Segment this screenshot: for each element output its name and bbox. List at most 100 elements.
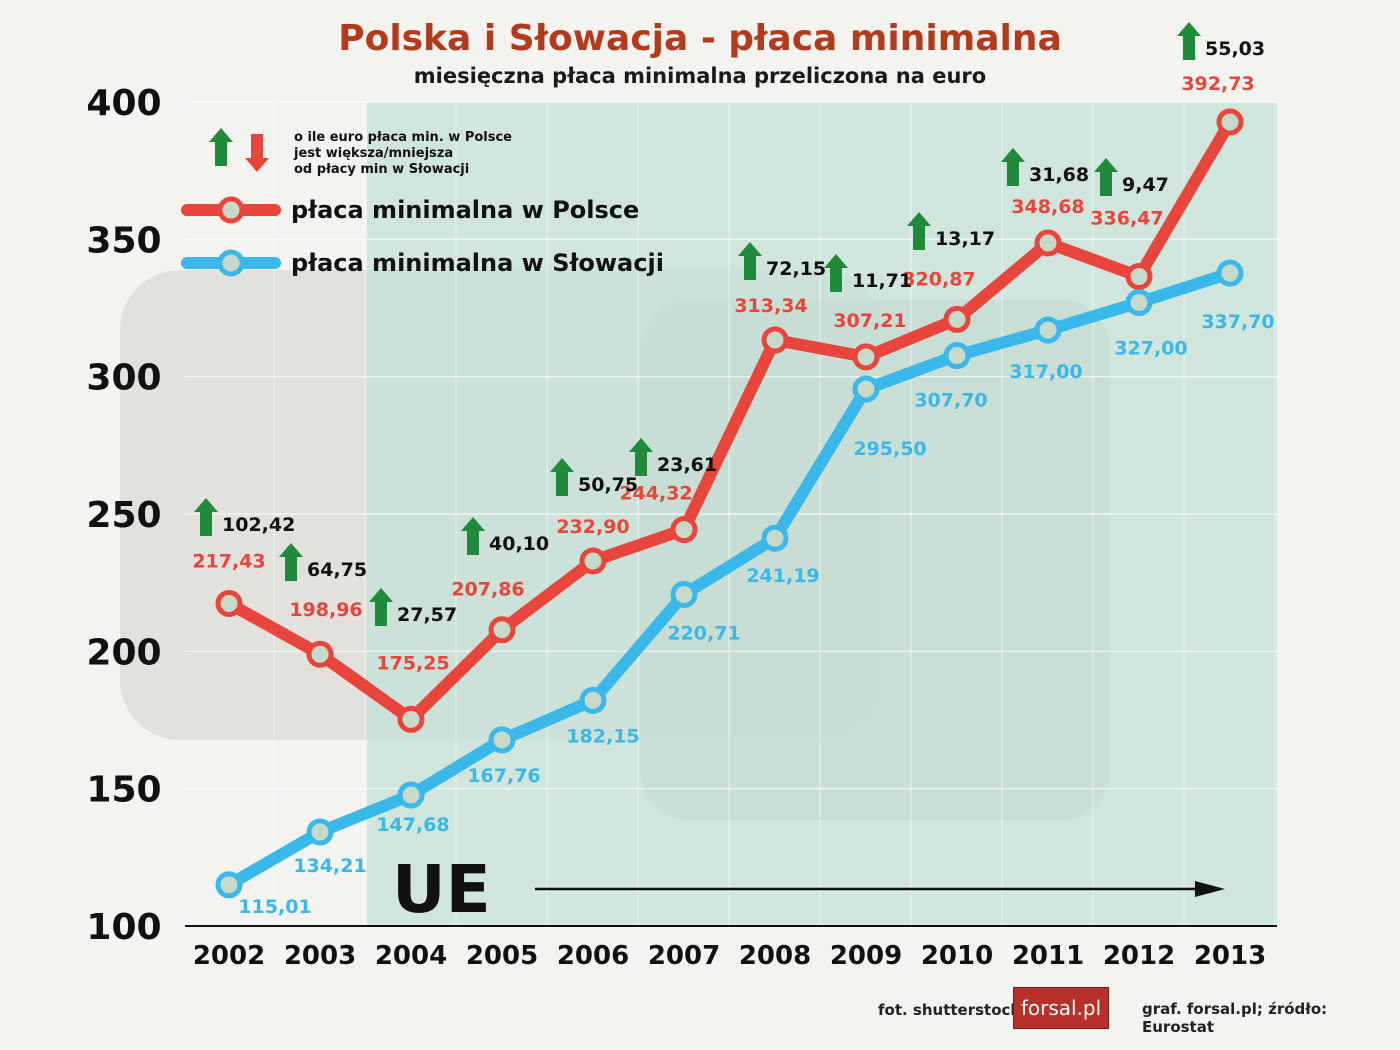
y-tick-label: 250 — [86, 495, 161, 536]
y-tick-label: 200 — [86, 632, 161, 673]
series-poland-point — [215, 589, 243, 617]
poland-value-label: 320,87 — [902, 268, 975, 290]
slovakia-value-label: 241,19 — [746, 565, 819, 587]
series-slovakia-legend-marker — [217, 249, 245, 277]
poland-value-label: 244,32 — [619, 483, 692, 505]
arrow-up-icon — [461, 517, 485, 555]
difference-label: 27,57 — [397, 604, 457, 626]
series-slovakia-legend-label: płaca minimalna w Słowacji — [291, 249, 664, 277]
x-tick-label: 2006 — [557, 941, 629, 971]
series-poland-point — [852, 343, 880, 371]
series-poland-point — [488, 616, 516, 644]
poland-value-label: 336,47 — [1090, 207, 1163, 229]
x-tick-label: 2013 — [1194, 941, 1266, 971]
poland-value-label: 313,34 — [734, 295, 807, 317]
x-tick-label: 2011 — [1012, 941, 1084, 971]
y-tick-label: 350 — [86, 220, 161, 261]
chart-subtitle: miesięczna płaca minimalna przeliczona n… — [413, 64, 987, 88]
series-slovakia-point — [670, 580, 698, 608]
slovakia-value-label: 220,71 — [667, 622, 740, 644]
y-tick-label: 400 — [86, 83, 161, 124]
difference-label: 9,47 — [1122, 174, 1169, 196]
x-tick-label: 2008 — [739, 941, 811, 971]
x-tick-label: 2010 — [921, 941, 993, 971]
y-tick-label: 150 — [86, 770, 161, 811]
series-poland-legend-marker — [217, 196, 245, 224]
arrow-up-icon — [1177, 22, 1201, 60]
difference-label: 102,42 — [222, 514, 295, 536]
series-poland-point — [579, 547, 607, 575]
slovakia-value-label: 167,76 — [467, 765, 540, 787]
poland-value-label: 392,73 — [1181, 73, 1254, 95]
series-slovakia-line — [223, 267, 1236, 891]
series-slovakia-point — [852, 375, 880, 403]
series-poland-point — [1034, 229, 1062, 257]
legend-note-line: jest większa/mniejsza — [293, 146, 453, 161]
poland-value-label: 232,90 — [556, 516, 629, 538]
eu-arrow-head — [1195, 881, 1225, 897]
difference-label: 55,03 — [1205, 38, 1265, 60]
difference-label: 23,61 — [657, 454, 717, 476]
arrow-up-icon — [1001, 148, 1025, 186]
poland-value-label: 307,21 — [833, 310, 906, 332]
slovakia-value-label: 134,21 — [293, 855, 366, 877]
slovakia-value-label: 317,00 — [1009, 361, 1082, 383]
series-slovakia-point — [306, 818, 334, 846]
series-slovakia-point — [579, 686, 607, 714]
series-slovakia-point — [943, 342, 971, 370]
series-slovakia-point — [1125, 289, 1153, 317]
y-tick-label: 300 — [86, 358, 161, 399]
poland-value-label: 217,43 — [192, 550, 265, 572]
source-note: graf. forsal.pl; źródło: Eurostat — [1142, 1000, 1328, 1036]
series-poland-point — [397, 705, 425, 733]
series-slovakia-point — [397, 781, 425, 809]
x-tick-label: 2004 — [375, 941, 447, 971]
series-poland-point — [670, 516, 698, 544]
arrow-up-icon — [209, 128, 233, 166]
arrow-up-icon — [550, 458, 574, 496]
chart-title: Polska i Słowacja - płaca minimalna — [338, 18, 1062, 59]
poland-value-label: 207,86 — [451, 579, 524, 601]
forsal-logo[interactable]: forsal.pl — [1013, 987, 1109, 1029]
arrow-up-icon — [279, 543, 303, 581]
series-slovakia-point — [488, 726, 516, 754]
series-poland-point — [761, 326, 789, 354]
difference-label: 40,10 — [489, 533, 549, 555]
series-poland-point — [306, 640, 334, 668]
difference-label: 64,75 — [307, 559, 367, 581]
arrow-up-icon — [824, 254, 848, 292]
arrow-up-icon — [738, 242, 762, 280]
x-tick-label: 2007 — [648, 941, 720, 971]
arrow-down-icon — [245, 134, 269, 172]
poland-value-label: 175,25 — [376, 652, 449, 674]
slovakia-value-label: 295,50 — [853, 438, 926, 460]
slovakia-value-label: 327,00 — [1114, 338, 1187, 360]
slovakia-value-label: 147,68 — [376, 814, 449, 836]
series-slovakia-point — [215, 871, 243, 899]
slovakia-value-label: 337,70 — [1201, 311, 1274, 333]
slovakia-value-label: 115,01 — [238, 896, 311, 918]
x-tick-label: 2009 — [830, 941, 902, 971]
legend-note-line: o ile euro płaca min. w Polsce — [294, 130, 512, 145]
x-tick-label: 2005 — [466, 941, 538, 971]
slovakia-value-label: 182,15 — [566, 725, 639, 747]
photo-credit: fot. shutterstock — [878, 1001, 1021, 1019]
arrow-up-icon — [907, 212, 931, 250]
difference-label: 31,68 — [1029, 164, 1089, 186]
series-poland-legend-label: płaca minimalna w Polsce — [291, 196, 639, 224]
series-poland-point — [943, 305, 971, 333]
legend-note-line: od płacy min w Słowacji — [294, 162, 469, 177]
arrow-up-icon — [369, 588, 393, 626]
poland-value-label: 198,96 — [289, 599, 362, 621]
arrow-up-icon — [629, 438, 653, 476]
slovakia-value-label: 307,70 — [914, 390, 987, 412]
series-poland-point — [1125, 262, 1153, 290]
y-tick-label: 100 — [86, 907, 161, 948]
x-tick-label: 2003 — [284, 941, 356, 971]
series-slovakia-point — [1216, 259, 1244, 287]
difference-label: 50,75 — [578, 474, 638, 496]
series-poland-line — [223, 115, 1236, 726]
arrow-up-icon — [194, 498, 218, 536]
series-slovakia-point — [761, 524, 789, 552]
